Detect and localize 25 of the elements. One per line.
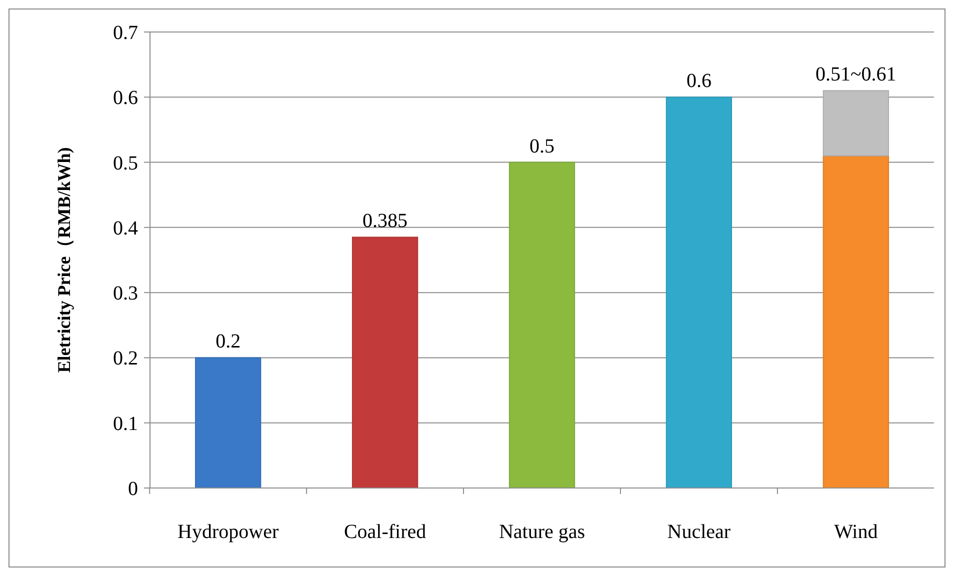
y-tick-label: 0 [128, 478, 138, 500]
y-tick-label: 0.3 [113, 282, 138, 305]
total-label: 0.6 [686, 70, 712, 92]
x-tick-label: Nuclear [667, 521, 731, 543]
bar [822, 90, 889, 156]
x-tick-label: Coal-fired [344, 521, 426, 543]
total-label: 0.2 [216, 330, 241, 353]
bar [822, 155, 889, 488]
y-tick-label: 0.6 [113, 87, 138, 110]
total-label: 0.5 [530, 135, 554, 158]
bar [352, 236, 418, 488]
x-tick-label: Wind [834, 521, 878, 543]
y-axis-title: Eletricity Price（RMB/kWh) [54, 147, 74, 373]
y-tick-label: 0.2 [113, 348, 138, 370]
bar [195, 357, 262, 488]
y-tick-label: 0.4 [113, 217, 138, 240]
x-tick-label: Nature gas [498, 521, 586, 543]
total-label: 0.51~0.61 [816, 64, 896, 86]
y-tick-label: 0.5 [113, 152, 138, 174]
y-tick-label: 0.7 [113, 22, 138, 44]
bar [508, 162, 576, 488]
total-label: 0.385 [362, 210, 408, 232]
bar [666, 96, 732, 488]
y-tick-label: 0.1 [113, 412, 138, 435]
x-tick-label: Hydropower [178, 521, 279, 543]
